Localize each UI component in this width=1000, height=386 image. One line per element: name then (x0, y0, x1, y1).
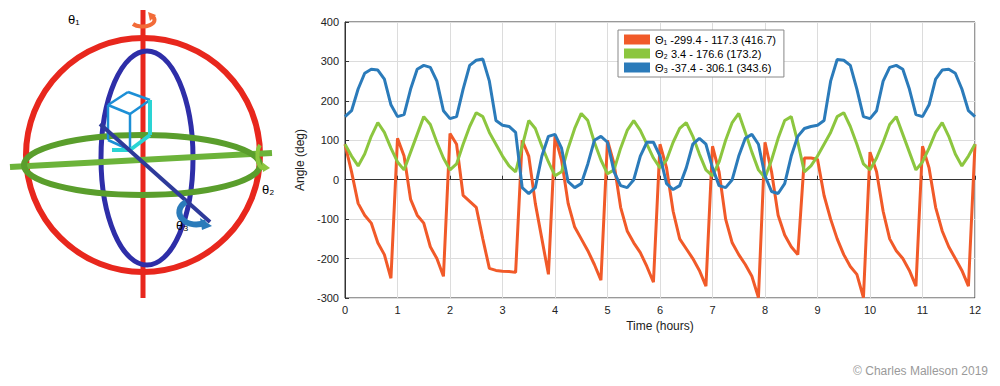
svg-text:0: 0 (333, 174, 339, 186)
svg-text:-300: -300 (317, 292, 339, 304)
html-text:© Charles Malleson 2019: © Charles Malleson 2019 (853, 364, 988, 378)
svg-text:7: 7 (709, 304, 715, 316)
svg-text:-100: -100 (317, 213, 339, 225)
svg-text:200: 200 (321, 95, 339, 107)
svg-text:3: 3 (499, 304, 505, 316)
svg-text:100: 100 (321, 134, 339, 146)
svg-text:Time (hours): Time (hours) (626, 319, 694, 333)
svg-text:-200: -200 (317, 253, 339, 265)
svg-text:12: 12 (969, 304, 981, 316)
svg-text:4: 4 (552, 304, 558, 316)
svg-text:θ₁: θ₁ (68, 12, 80, 27)
svg-text:6: 6 (657, 304, 663, 316)
svg-text:Θ₂ 3.4 - 176.6 (173.2): Θ₂ 3.4 - 176.6 (173.2) (655, 48, 761, 60)
svg-text:400: 400 (321, 16, 339, 28)
svg-text:10: 10 (864, 304, 876, 316)
svg-text:θ₃: θ₃ (176, 218, 189, 233)
svg-text:11: 11 (917, 304, 928, 316)
svg-text:300: 300 (321, 55, 339, 67)
svg-text:θ₂: θ₂ (262, 182, 274, 197)
svg-text:0: 0 (342, 304, 348, 316)
svg-text:Angle (deg): Angle (deg) (293, 129, 307, 191)
svg-text:Θ₃ -37.4 - 306.1 (343.6): Θ₃ -37.4 - 306.1 (343.6) (655, 62, 771, 74)
svg-text:1: 1 (394, 304, 400, 316)
svg-text:5: 5 (604, 304, 610, 316)
svg-text:Θ₁ -299.4 - 117.3 (416.7): Θ₁ -299.4 - 117.3 (416.7) (655, 34, 776, 46)
svg-text:8: 8 (762, 304, 768, 316)
svg-text:2: 2 (447, 304, 453, 316)
svg-text:9: 9 (814, 304, 820, 316)
